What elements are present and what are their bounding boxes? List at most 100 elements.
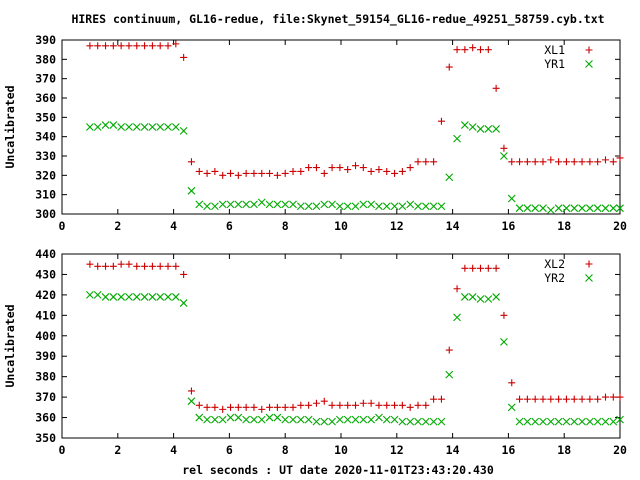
- data-point: [93, 291, 102, 299]
- data-point: [586, 158, 594, 166]
- data-point: [109, 293, 118, 301]
- data-point: [180, 270, 188, 278]
- data-point: [343, 415, 352, 424]
- data-point: [273, 403, 281, 411]
- legend-marker: [585, 274, 593, 282]
- data-point: [320, 169, 328, 177]
- data-point: [398, 167, 406, 175]
- data-point: [616, 154, 624, 162]
- legend-marker: [585, 60, 593, 68]
- data-point: [195, 413, 204, 422]
- data-point: [585, 417, 594, 426]
- data-point: [102, 42, 110, 50]
- data-point: [257, 415, 266, 424]
- data-point: [312, 417, 321, 426]
- data-point: [414, 158, 422, 166]
- data-point: [484, 264, 492, 272]
- y-tick-label: 310: [35, 188, 56, 202]
- data-point: [367, 167, 375, 175]
- data-point: [312, 164, 320, 172]
- y-tick-label: 380: [35, 370, 56, 384]
- data-point: [429, 417, 438, 426]
- data-point: [335, 202, 344, 211]
- data-point: [171, 123, 180, 131]
- data-point: [531, 158, 539, 166]
- data-point: [500, 144, 508, 152]
- data-point: [242, 403, 250, 411]
- data-point: [422, 401, 430, 409]
- data-point: [102, 262, 110, 270]
- data-point: [593, 204, 602, 213]
- data-point: [616, 415, 624, 424]
- data-point: [125, 293, 133, 301]
- y-tick-label: 330: [35, 149, 56, 163]
- y-tick-label: 390: [35, 349, 56, 363]
- data-point: [281, 200, 290, 209]
- x-tick-label: 6: [226, 219, 233, 233]
- data-point: [203, 415, 211, 424]
- data-point: [234, 413, 243, 422]
- data-point: [515, 204, 524, 213]
- data-point: [141, 262, 149, 270]
- data-point: [312, 399, 320, 407]
- data-point: [258, 169, 266, 177]
- data-point: [492, 125, 501, 133]
- data-point: [578, 417, 586, 426]
- data-point: [531, 204, 540, 213]
- data-point: [484, 46, 492, 54]
- data-point: [132, 293, 141, 301]
- data-point: [86, 42, 94, 50]
- y-tick-label: 370: [35, 390, 56, 404]
- legend-label: YR1: [544, 57, 565, 71]
- data-point: [460, 293, 469, 301]
- legend-label: YR2: [544, 271, 565, 285]
- data-point: [469, 264, 477, 272]
- data-point: [398, 202, 407, 211]
- data-point: [445, 370, 454, 379]
- data-point: [445, 173, 454, 182]
- y-tick-label: 440: [35, 247, 56, 261]
- data-point: [359, 200, 368, 209]
- data-point: [523, 204, 532, 213]
- data-point: [86, 260, 94, 268]
- data-point: [234, 403, 242, 411]
- data-point: [359, 399, 367, 407]
- data-point: [164, 293, 172, 301]
- x-tick-label: 2: [114, 443, 121, 457]
- data-point: [343, 202, 352, 211]
- y-tick-label: 350: [35, 110, 56, 124]
- data-point: [352, 401, 360, 409]
- series-YR2: [86, 291, 624, 426]
- data-point: [516, 158, 524, 166]
- data-point: [616, 393, 624, 401]
- data-point: [516, 395, 524, 403]
- data-point: [140, 293, 149, 301]
- data-point: [141, 42, 149, 50]
- data-point: [101, 121, 110, 129]
- data-point: [546, 417, 555, 426]
- data-point: [133, 262, 141, 270]
- y-tick-label: 430: [35, 267, 56, 281]
- data-point: [367, 399, 375, 407]
- data-point: [179, 299, 188, 307]
- data-point: [406, 200, 415, 209]
- y-tick-label: 340: [35, 130, 56, 144]
- data-point: [562, 204, 571, 213]
- x-tick-label: 10: [334, 219, 348, 233]
- data-point: [460, 121, 469, 129]
- data-point: [328, 164, 336, 172]
- y-tick-label: 360: [35, 91, 56, 105]
- data-point: [328, 401, 336, 409]
- data-point: [289, 415, 297, 424]
- data-point: [468, 293, 477, 301]
- data-point: [422, 158, 430, 166]
- data-point: [297, 401, 305, 409]
- y-tick-label: 370: [35, 72, 56, 86]
- data-point: [562, 417, 571, 426]
- data-point: [468, 123, 477, 131]
- data-point: [531, 417, 540, 426]
- data-point: [609, 417, 618, 426]
- x-tick-label: 0: [59, 219, 66, 233]
- x-tick-label: 8: [282, 443, 289, 457]
- data-point: [562, 395, 570, 403]
